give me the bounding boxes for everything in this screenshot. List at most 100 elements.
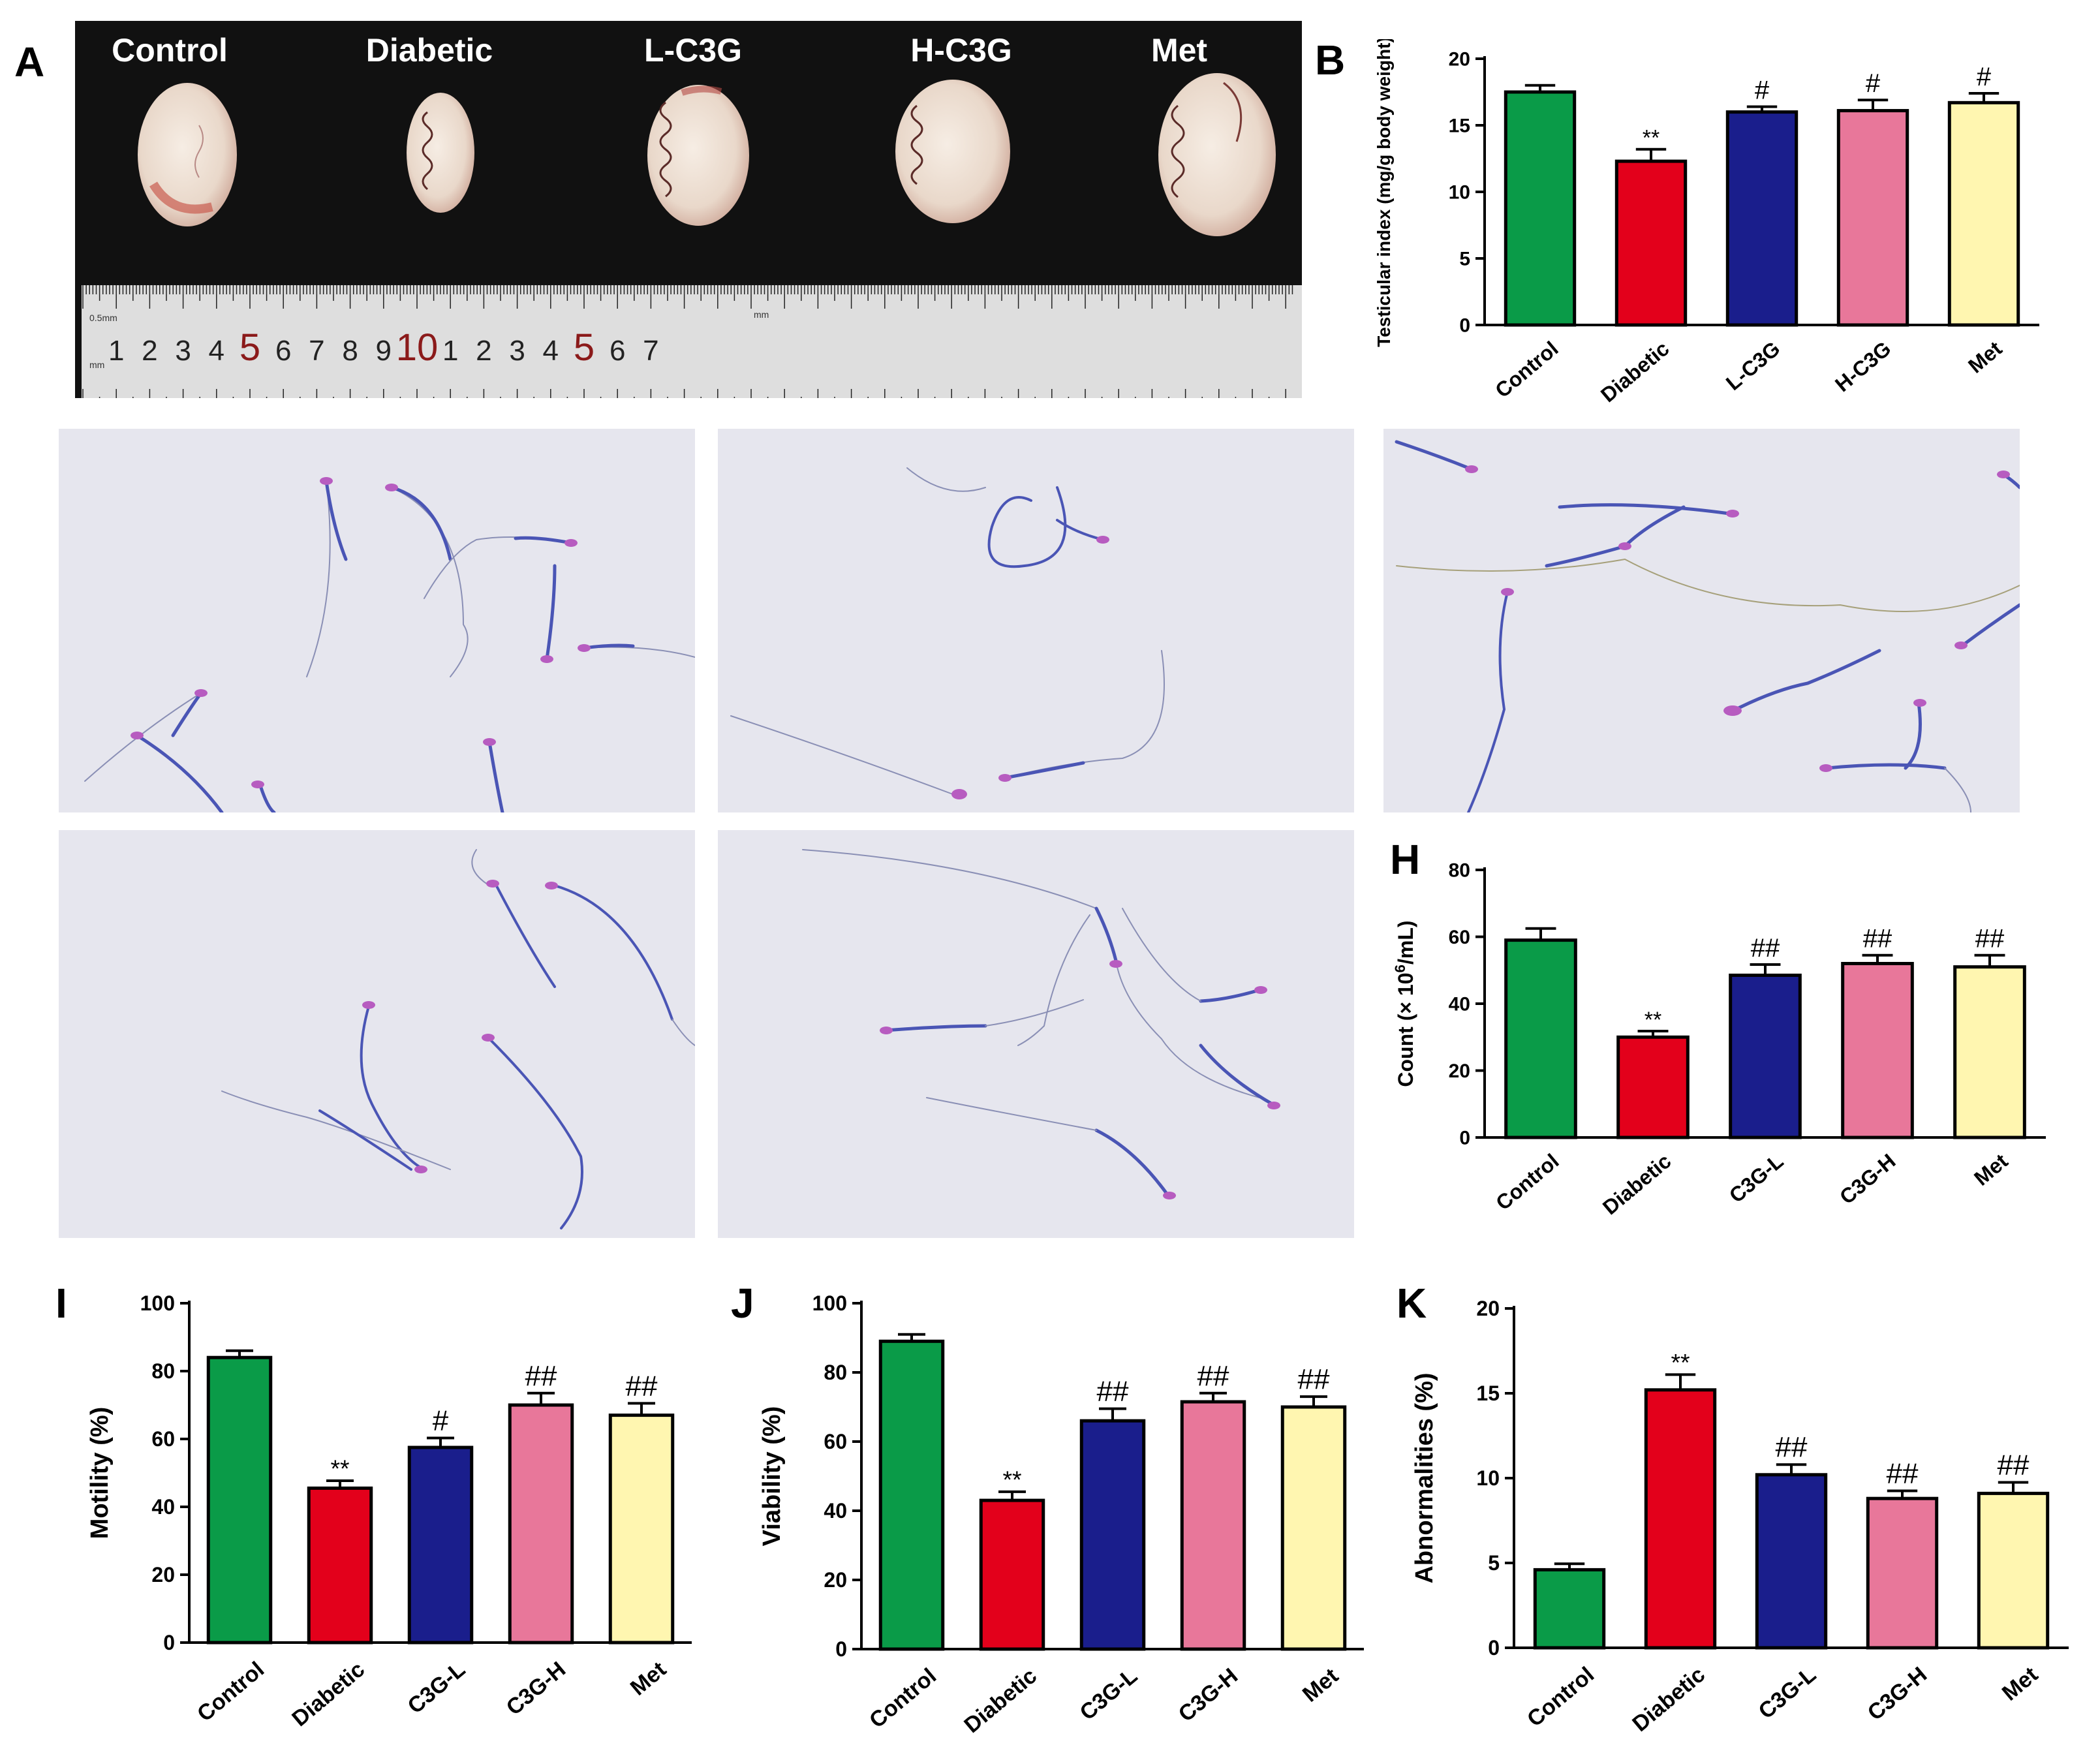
y-tick-label: 5 (1488, 1551, 1500, 1575)
y-tick-label: 40 (151, 1495, 175, 1519)
y-tick-label: 10 (1476, 1466, 1500, 1490)
panel-label-i: I (55, 1280, 67, 1327)
x-tick-label: Diabetic (1628, 1662, 1710, 1737)
x-tick-label: Control (1490, 337, 1562, 403)
ruler-number: 8 (342, 335, 358, 367)
bar-c3g-l (1079, 1419, 1146, 1651)
micrograph-f-svg (221, 849, 695, 1229)
micrograph-c-svg (84, 477, 695, 812)
x-tick-label: Control (865, 1663, 941, 1733)
y-axis-label: Abnormalities (%) (1411, 1372, 1438, 1583)
x-tick-label: Control (193, 1657, 269, 1727)
ruler-number: 4 (209, 335, 224, 367)
ruler-number: 3 (509, 335, 525, 367)
y-tick-label: 100 (812, 1291, 847, 1315)
ruler-ticks (82, 285, 1293, 398)
y-tick-label: 40 (824, 1499, 847, 1522)
x-tick-label: Diabetic (287, 1657, 369, 1731)
significance-marker: ** (1671, 1348, 1690, 1376)
chart-b-testicular-index: 0 5 10 15 20 Testicular index (mg/g body weig… (1364, 37, 2082, 431)
significance-marker: # (1977, 63, 1992, 91)
chart-h-sperm-count: 0 20 40 60 80 Count (× 106/mL) Control ** Diabet… (1383, 852, 2088, 1237)
y-tick-label: 20 (151, 1563, 175, 1586)
bar-diabetic (1616, 1035, 1690, 1139)
x-tick-label: Diabetic (1596, 337, 1674, 407)
significance-marker: ## (1097, 1376, 1129, 1408)
bar-c3g-h (1866, 1496, 1939, 1650)
significance-marker: ## (1197, 1360, 1229, 1392)
panel-label-j: J (731, 1280, 754, 1327)
micrograph-e (1383, 429, 2020, 812)
chart-j-svg: 0 20 40 60 80 100 Viability (%) Control ** Diabet… (758, 1291, 1364, 1738)
bar-control (206, 1355, 273, 1645)
chart-b-svg: 0 5 10 15 20 Testicular index (mg/g body weig… (1374, 37, 2039, 407)
x-tick-label: Diabetic (1598, 1149, 1676, 1220)
significance-marker: ## (1751, 934, 1780, 963)
y-tick-label: 0 (1459, 315, 1470, 337)
bar-met (1280, 1405, 1347, 1651)
photo-label-h-c3g: H-C3G (910, 32, 1012, 69)
x-tick-label: L-C3G (1722, 337, 1785, 395)
x-tick-label: Met (1298, 1663, 1343, 1707)
micrograph-g-svg (802, 849, 1280, 1199)
bar-control (1504, 938, 1577, 1139)
photo-label-met: Met (1151, 32, 1207, 69)
y-tick-label: 5 (1459, 249, 1470, 270)
significance-marker: ## (1298, 1363, 1330, 1395)
micrograph-c (59, 429, 695, 812)
ruler-number: 7 (643, 335, 658, 367)
ruler: 1 2 3 4 5 6 7 8 9 10 1 2 3 4 5 6 7 0.5mm mm mm (82, 285, 1302, 398)
testis-control (138, 83, 237, 226)
ruler-number: 1 (442, 335, 458, 367)
significance-marker: ## (1975, 925, 2005, 953)
y-tick-label: 15 (1449, 116, 1470, 137)
significance-marker: ## (1863, 925, 1892, 953)
micrograph-g (718, 830, 1354, 1238)
x-tick-label: Diabetic (959, 1663, 1042, 1738)
panel-label-h: H (1390, 836, 1421, 883)
ruler-number: 7 (309, 335, 324, 367)
x-tick-label: C3G-L (403, 1657, 471, 1719)
x-tick-label: C3G-H (502, 1657, 570, 1720)
y-tick-label: 20 (824, 1568, 847, 1592)
y-tick-label: 20 (1449, 49, 1470, 70)
panel-label-b: B (1315, 37, 1346, 84)
x-tick-label: C3G-L (1725, 1149, 1788, 1207)
bar-c3g-l (1729, 973, 1802, 1139)
ruler-number: 5 (574, 326, 594, 369)
x-tick-label: H-C3G (1830, 337, 1895, 397)
y-tick-label: 0 (1488, 1636, 1500, 1660)
bar-diabetic (1644, 1388, 1717, 1650)
ruler-number: 1 (108, 335, 124, 367)
x-tick-label: C3G-L (1075, 1663, 1143, 1725)
y-axis-label: Viability (%) (758, 1406, 786, 1547)
photo-label-l-c3g: L-C3G (644, 32, 742, 69)
micrograph-e-svg (1395, 440, 2020, 812)
y-tick-label: 100 (140, 1291, 175, 1315)
ruler-small-label-0-5mm: 0.5mm (89, 313, 117, 323)
x-tick-label: Met (626, 1657, 671, 1701)
significance-marker: # (1866, 69, 1881, 98)
y-tick-label: 80 (1449, 860, 1470, 882)
significance-marker: ** (1643, 126, 1660, 151)
significance-marker: ** (1002, 1466, 1021, 1493)
significance-marker: ## (525, 1360, 557, 1392)
y-axis-label: Motility (%) (86, 1407, 114, 1539)
y-axis-label: Count (× 106/mL) (1392, 920, 1418, 1087)
x-tick-label: C3G-H (1835, 1149, 1900, 1209)
bar-c3g-h (508, 1403, 574, 1645)
y-tick-label: 0 (835, 1637, 847, 1661)
panel-label-a: A (14, 39, 45, 85)
x-tick-label: Met (1998, 1662, 2043, 1706)
ruler-number: 6 (275, 335, 291, 367)
bar-c3g-h (1841, 962, 1914, 1139)
bar-control (1504, 90, 1577, 327)
ruler-number: 2 (142, 335, 157, 367)
ruler-number: 3 (175, 335, 191, 367)
y-tick-label: 10 (1449, 182, 1470, 204)
ruler-number: 6 (610, 335, 625, 367)
significance-marker: # (1755, 76, 1770, 104)
ruler-number: 9 (376, 335, 392, 367)
x-tick-label: C3G-L (1754, 1662, 1821, 1724)
y-tick-label: 60 (824, 1430, 847, 1453)
